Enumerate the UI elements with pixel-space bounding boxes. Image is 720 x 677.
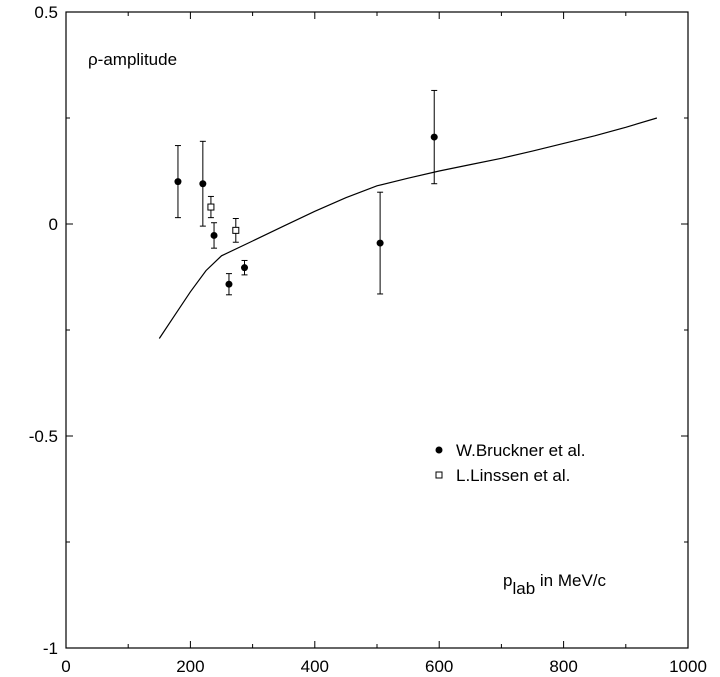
legend-label-bruckner: W.Bruckner et al. [456,441,585,460]
legend-marker-bruckner [435,446,443,454]
data-point-marker [174,178,182,186]
linssen-point [207,195,215,219]
data-point-marker [207,203,215,211]
data-point-marker [199,180,207,188]
x-tick-label: 400 [301,657,329,676]
annotation-rho-amplitude: ρ-amplitude [88,50,177,69]
model-curve-layer [158,117,658,339]
x-tick-label: 200 [176,657,204,676]
bruckner-point [174,145,182,219]
legend-label-linssen: L.Linssen et al. [456,466,570,485]
model-curve [158,117,658,339]
tick-labels: 0 200 400 600 800 1000 0.5 0 -0.5 -1 [29,3,707,676]
legend-marker-linssen [435,471,443,479]
bruckner-point [241,259,249,276]
bruckner-point [210,222,218,249]
x-tick-label: 600 [425,657,453,676]
x-tick-label: 0 [61,657,70,676]
y-tick-label: 0.5 [34,3,58,22]
x-axis-label: plab in MeV/c [503,571,607,598]
x-axis-label-rest: in MeV/c [535,571,606,590]
y-tick-label: 0 [49,215,58,234]
data-marks [174,89,438,296]
x-tick-label: 1000 [669,657,707,676]
data-point-marker [241,264,249,272]
bruckner-point [199,140,207,227]
data-point-marker [376,239,384,247]
axis-ticks [65,11,689,649]
x-axis-label-subscript: lab [512,579,535,598]
bruckner-point [225,273,233,296]
data-point-marker [225,280,233,288]
x-tick-label: 800 [549,657,577,676]
legend: W.Bruckner et al. L.Linssen et al. [435,441,585,485]
data-point-marker [430,133,438,141]
y-tick-label: -1 [43,639,58,658]
bruckner-point [430,89,438,185]
bruckner-point [376,191,384,295]
data-point-marker [232,226,240,234]
y-tick-label: -0.5 [29,427,58,446]
plot-frame [65,11,689,649]
x-axis-label-main: p [503,571,512,590]
data-point-marker [210,231,218,239]
linssen-point [232,217,240,243]
